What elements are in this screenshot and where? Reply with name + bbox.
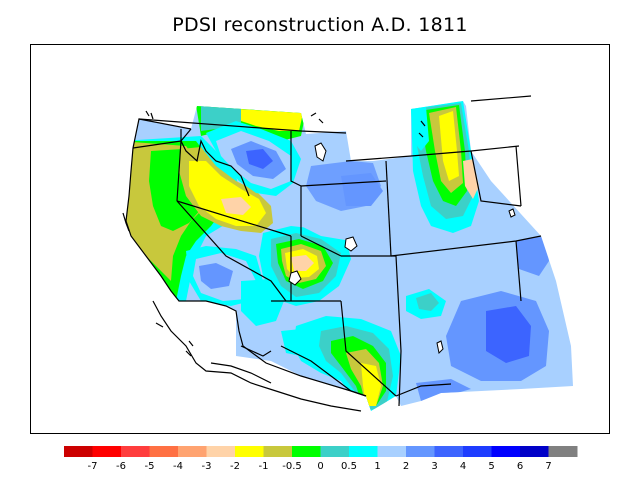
state-boundaries [132, 95, 542, 407]
legend-tick-label: -7 [88, 461, 98, 472]
legend-tick-label: -2 [230, 461, 240, 472]
legend-swatch [520, 446, 549, 457]
map-title: PDSI reconstruction A.D. 1811 [172, 14, 468, 36]
legend-swatch [349, 446, 378, 457]
legend-swatch [377, 446, 407, 457]
lakes [288, 142, 516, 355]
legend-tick-label: -6 [116, 461, 126, 472]
legend-swatch [292, 446, 321, 457]
map-frame [30, 44, 610, 434]
legend-swatch [178, 446, 207, 457]
legend-swatch [235, 446, 264, 457]
legend-swatch [263, 446, 293, 457]
legend-tick-label: 4 [460, 461, 466, 472]
legend-swatch [463, 446, 492, 457]
legend-tick-label: -0.5 [282, 461, 302, 472]
legend-tick-label: 7 [545, 461, 551, 472]
legend-swatch [149, 446, 179, 457]
coastline [122, 110, 426, 412]
legend-tick-label: -4 [173, 461, 183, 472]
legend-tick-label: 0 [317, 461, 323, 472]
legend-swatch [64, 446, 93, 457]
legend-tick-label: -3 [202, 461, 212, 472]
legend-swatch [434, 446, 464, 457]
legend-swatch [206, 446, 236, 457]
legend-swatch [92, 446, 122, 457]
legend-swatch [320, 446, 350, 457]
legend-swatch [548, 446, 578, 457]
legend-swatch [406, 446, 435, 457]
legend-tick-label: 5 [488, 461, 494, 472]
legend-tick-label: 6 [517, 461, 523, 472]
legend-tick-label: 3 [431, 461, 437, 472]
legend-tick-label: 1 [374, 461, 380, 472]
legend-tick-label: 2 [403, 461, 409, 472]
pdsi-map [122, 95, 573, 412]
legend-tick-label: -1 [259, 461, 269, 472]
legend-tick-label: 0.5 [341, 461, 357, 472]
legend-tick-label: -5 [145, 461, 155, 472]
legend-swatch [121, 446, 150, 457]
legend-swatch [491, 446, 521, 457]
